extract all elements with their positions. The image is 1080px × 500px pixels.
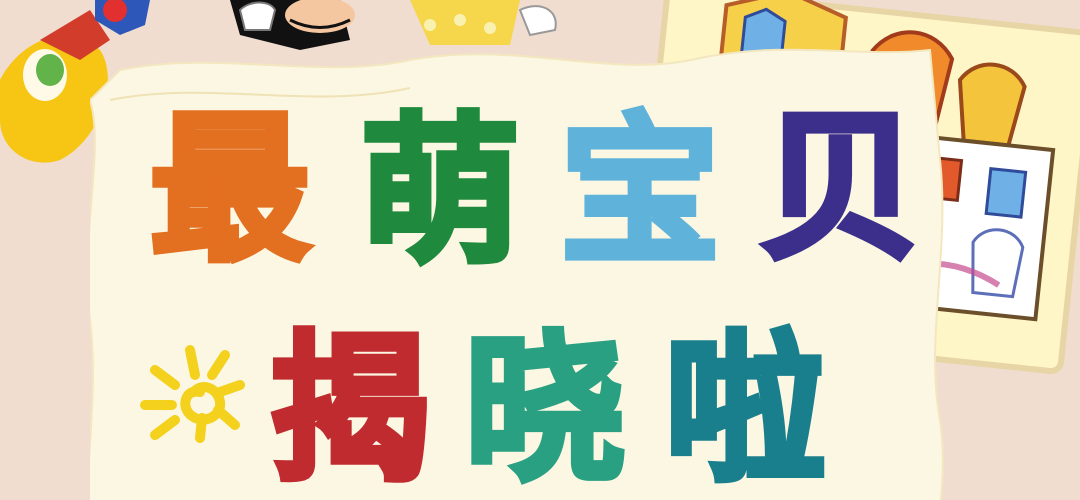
headline-char: 宝 (557, 98, 723, 285)
headline-char: 啦 (662, 316, 828, 500)
headline-char: 贝 (757, 94, 923, 281)
cartoon-characters-image (0, 0, 557, 163)
sun-doodle-icon (140, 345, 245, 443)
headline-char: 揭 (267, 316, 433, 500)
headline-char: 晓 (462, 316, 628, 500)
headline-char: 萌 (357, 98, 523, 285)
headline-char: 最 (147, 96, 313, 283)
paper-note (90, 48, 944, 500)
